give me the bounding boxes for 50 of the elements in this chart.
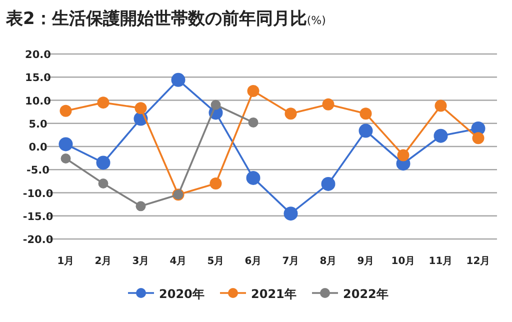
- point: [210, 178, 222, 190]
- point: [171, 72, 186, 87]
- point: [58, 137, 73, 152]
- point: [358, 124, 373, 138]
- point: [60, 104, 72, 117]
- point: [246, 170, 260, 185]
- x-tick-label: 12月: [466, 256, 490, 267]
- point: [284, 206, 298, 221]
- x-tick-label: 2月: [94, 256, 112, 267]
- x-tick-label: 1月: [57, 256, 74, 267]
- point: [97, 96, 110, 109]
- point: [60, 154, 71, 164]
- point: [472, 132, 484, 144]
- legend-label: 2020年: [159, 287, 204, 301]
- chart-subtitle: (%): [306, 14, 326, 27]
- point: [96, 156, 110, 170]
- x-tick-label: 5月: [207, 256, 224, 267]
- y-tick-label: 20.0: [25, 49, 51, 61]
- x-tick-label: 11月: [428, 256, 453, 267]
- point: [397, 149, 410, 162]
- x-tick-label: 10月: [391, 256, 416, 267]
- chart-title: 表2：生活保護開始世帯数の前年同月比: [5, 9, 307, 29]
- point: [247, 85, 260, 97]
- x-tick-label: 9月: [357, 256, 374, 267]
- y-tick-label: 0.0: [28, 142, 48, 154]
- point: [321, 176, 336, 191]
- x-tick-label: 7月: [282, 256, 300, 267]
- y-tick-label: -15.0: [22, 210, 54, 223]
- point: [134, 102, 147, 114]
- point: [360, 108, 372, 120]
- point: [210, 100, 221, 110]
- point: [284, 108, 297, 120]
- x-tick-label: 6月: [244, 256, 262, 267]
- point: [322, 98, 334, 110]
- point: [136, 201, 146, 212]
- y-tick-label: -10.0: [22, 188, 54, 200]
- point: [248, 117, 258, 128]
- point: [434, 100, 447, 112]
- y-tick-label: -5.0: [26, 164, 50, 177]
- x-tick-label: 8月: [320, 256, 337, 267]
- legend-label: 2021年: [251, 287, 296, 301]
- y-tick-label: 10.0: [25, 95, 51, 108]
- x-tick-label: 4月: [170, 256, 187, 267]
- point: [434, 128, 448, 143]
- y-tick-label: -20.0: [22, 234, 54, 246]
- legend-label: 2022年: [343, 287, 388, 301]
- y-tick-label: 15.0: [25, 72, 51, 84]
- point: [98, 178, 108, 188]
- x-tick-label: 3月: [132, 256, 150, 267]
- y-tick-label: 5.0: [28, 118, 48, 130]
